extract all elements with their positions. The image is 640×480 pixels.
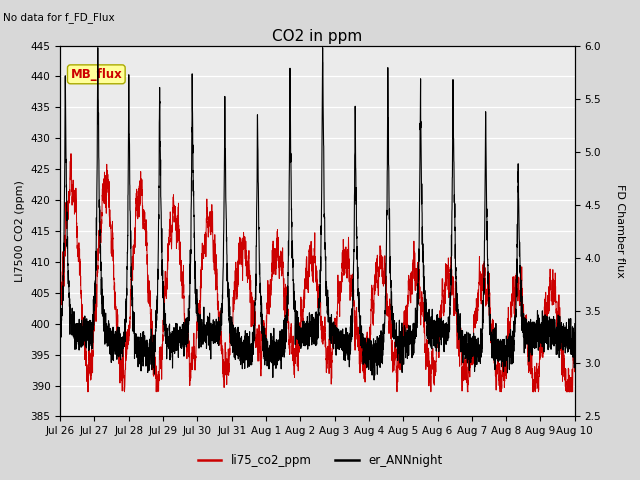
Title: CO2 in ppm: CO2 in ppm [273, 29, 363, 44]
Y-axis label: LI7500 CO2 (ppm): LI7500 CO2 (ppm) [15, 180, 25, 282]
Y-axis label: FD Chamber flux: FD Chamber flux [615, 184, 625, 278]
Text: No data for f_FD_Flux: No data for f_FD_Flux [3, 12, 115, 23]
Legend: li75_co2_ppm, er_ANNnight: li75_co2_ppm, er_ANNnight [193, 449, 447, 472]
Text: MB_flux: MB_flux [70, 68, 122, 81]
